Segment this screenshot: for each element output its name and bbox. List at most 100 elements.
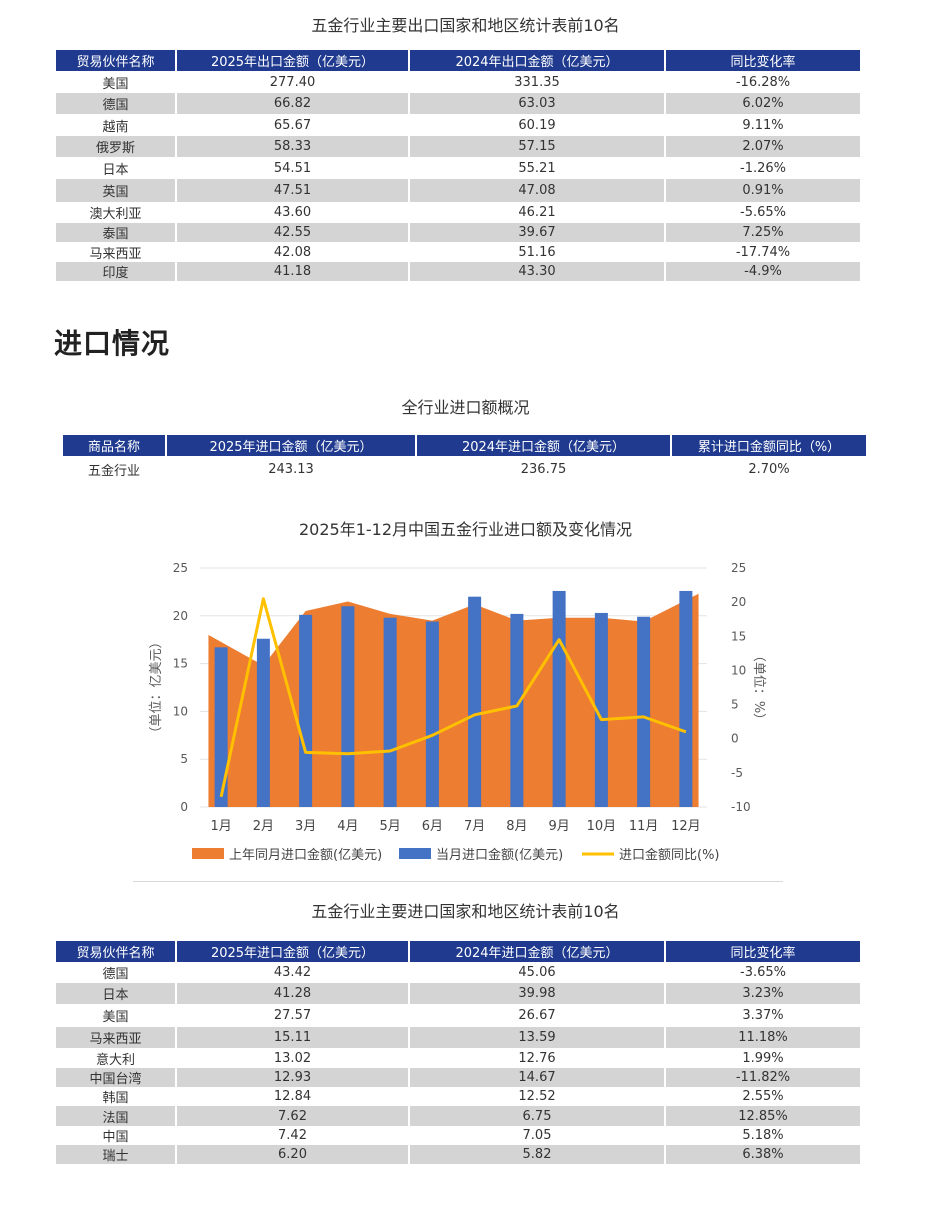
table-cell: 3.23% [665, 983, 860, 1004]
import-table-title: 五金行业主要进口国家和地区统计表前10名 [311, 902, 620, 921]
import-table: 贸易伙伴名称 2025年进口金额（亿美元） 2024年进口金额（亿美元） 同比变化率 … [56, 941, 860, 1164]
column-header: 2025年进口金额（亿美元） [166, 435, 417, 456]
table-cell: 51.16 [409, 242, 666, 262]
table-cell: 277.40 [176, 71, 410, 93]
column-header: 同比变化率 [665, 941, 860, 962]
line-yoy-change [219, 597, 687, 798]
table-cell: 63.03 [409, 93, 666, 114]
y-tick-right: -10 [731, 800, 751, 814]
table-cell: 韩国 [56, 1087, 177, 1106]
column-header: 贸易伙伴名称 [56, 50, 177, 71]
table-row: 法国 7.62 6.75 12.85% [56, 1106, 860, 1126]
table-cell: 1.99% [665, 1048, 860, 1068]
bar-current-month [425, 621, 439, 807]
table-cell: 39.98 [409, 983, 666, 1004]
table-row: 俄罗斯 58.33 57.15 2.07% [56, 136, 860, 157]
table-row: 中国 7.42 7.05 5.18% [56, 1126, 860, 1145]
table-row: 泰国 42.55 39.67 7.25% [56, 223, 860, 242]
table-cell: 7.42 [176, 1126, 410, 1145]
table-cell: 236.75 [416, 456, 672, 482]
table-cell: 39.67 [409, 223, 666, 242]
y-tick-left: 15 [173, 657, 188, 671]
table-cell: 3.37% [665, 1004, 860, 1027]
table-cell: 5.18% [665, 1126, 860, 1145]
table-cell: 42.08 [176, 242, 410, 262]
y-tick-right: 20 [731, 595, 746, 609]
bar-current-month [679, 590, 693, 807]
table-cell: 331.35 [409, 71, 666, 93]
table-cell: 6.20 [176, 1145, 410, 1164]
column-header: 累计进口金额同比（%） [671, 435, 866, 456]
x-tick-label: 9月 [548, 819, 569, 834]
y-tick-left: 25 [173, 561, 188, 575]
table-cell: 45.06 [409, 962, 666, 983]
table-cell: 26.67 [409, 1004, 666, 1027]
table-row: 德国 66.82 63.03 6.02% [56, 93, 860, 114]
table-row: 英国 47.51 47.08 0.91% [56, 179, 860, 202]
y-tick-right: 15 [731, 629, 746, 643]
table-row: 美国 277.40 331.35 -16.28% [56, 71, 860, 93]
table-cell: -17.74% [665, 242, 860, 262]
y-tick-left: 5 [180, 752, 188, 766]
table-cell: 46.21 [409, 202, 666, 223]
table-row: 瑞士 6.20 5.82 6.38% [56, 1145, 860, 1164]
table-cell: 7.62 [176, 1106, 410, 1126]
export-table-title: 五金行业主要出口国家和地区统计表前10名 [311, 16, 620, 35]
table-row: 越南 65.67 60.19 9.11% [56, 114, 860, 136]
chart-title: 2025年1-12月中国五金行业进口额及变化情况 [298, 520, 633, 539]
table-cell: 14.67 [409, 1068, 666, 1087]
area-series-prior-year [208, 593, 699, 807]
table-row: 德国 43.42 45.06 -3.65% [56, 962, 860, 983]
column-header: 2024年进口金额（亿美元） [416, 435, 672, 456]
legend-swatch [399, 848, 431, 859]
table-cell: 11.18% [665, 1027, 860, 1048]
table-cell: 47.51 [176, 179, 410, 202]
bar-current-month [341, 606, 355, 807]
bar-current-month [637, 616, 651, 807]
import-overview-title: 全行业进口额概况 [401, 398, 530, 417]
table-cell: 英国 [56, 179, 177, 202]
x-tick-label: 5月 [379, 819, 400, 834]
table-cell: 41.18 [176, 262, 410, 281]
x-tick-label: 7月 [464, 819, 485, 834]
table-cell: 德国 [56, 962, 177, 983]
export-table-header: 贸易伙伴名称 2025年出口金额（亿美元） 2024年出口金额（亿美元） 同比变化率 [56, 50, 860, 71]
table-cell: 印度 [56, 262, 177, 281]
x-tick-label: 11月 [629, 819, 659, 834]
table-cell: 2.07% [665, 136, 860, 157]
table-cell: -11.82% [665, 1068, 860, 1087]
table-cell: 6.75 [409, 1106, 666, 1126]
table-row: 马来西亚 15.11 13.59 11.18% [56, 1027, 860, 1048]
table-cell: 马来西亚 [56, 1027, 177, 1048]
column-header: 2024年进口金额（亿美元） [409, 941, 666, 962]
x-tick-label: 10月 [587, 819, 617, 834]
table-cell: 57.15 [409, 136, 666, 157]
y-tick-right: -5 [731, 766, 743, 780]
bar-current-month [510, 613, 524, 807]
import-table-body: 德国 43.42 45.06 -3.65% 日本 41.28 39.98 3.23% 美国 27.… [56, 962, 860, 1164]
table-cell: 65.67 [176, 114, 410, 136]
column-header: 贸易伙伴名称 [56, 941, 177, 962]
table-cell: 马来西亚 [56, 242, 177, 262]
table-row: 日本 54.51 55.21 -1.26% [56, 157, 860, 179]
bar-current-month [552, 590, 566, 807]
table-cell: 5.82 [409, 1145, 666, 1164]
table-cell: 泰国 [56, 223, 177, 242]
table-cell: 43.42 [176, 962, 410, 983]
table-cell: 美国 [56, 71, 177, 93]
table-row: 马来西亚 42.08 51.16 -17.74% [56, 242, 860, 262]
y-axis-title-right: （单位：%） [751, 649, 766, 726]
table-cell: 6.02% [665, 93, 860, 114]
table-cell: 日本 [56, 983, 177, 1004]
y-tick-left: 0 [180, 800, 188, 814]
table-cell: 13.02 [176, 1048, 410, 1068]
table-cell: 中国台湾 [56, 1068, 177, 1087]
table-row: 五金行业 243.13 236.75 2.70% [63, 456, 866, 482]
x-tick-label: 6月 [422, 819, 443, 834]
export-table-body: 美国 277.40 331.35 -16.28% 德国 66.82 63.03 6.02% 越南… [56, 71, 860, 281]
import-section-heading: 进口情况 [54, 327, 171, 360]
bar-current-month [256, 638, 270, 807]
import-chart: 0 5 10 15 20 25 -10 -5 0 5 10 15 20 25 1月 2月 3月 4月 5月 6月 7月 8… [149, 561, 766, 863]
table-cell: 27.57 [176, 1004, 410, 1027]
table-cell: -5.65% [665, 202, 860, 223]
